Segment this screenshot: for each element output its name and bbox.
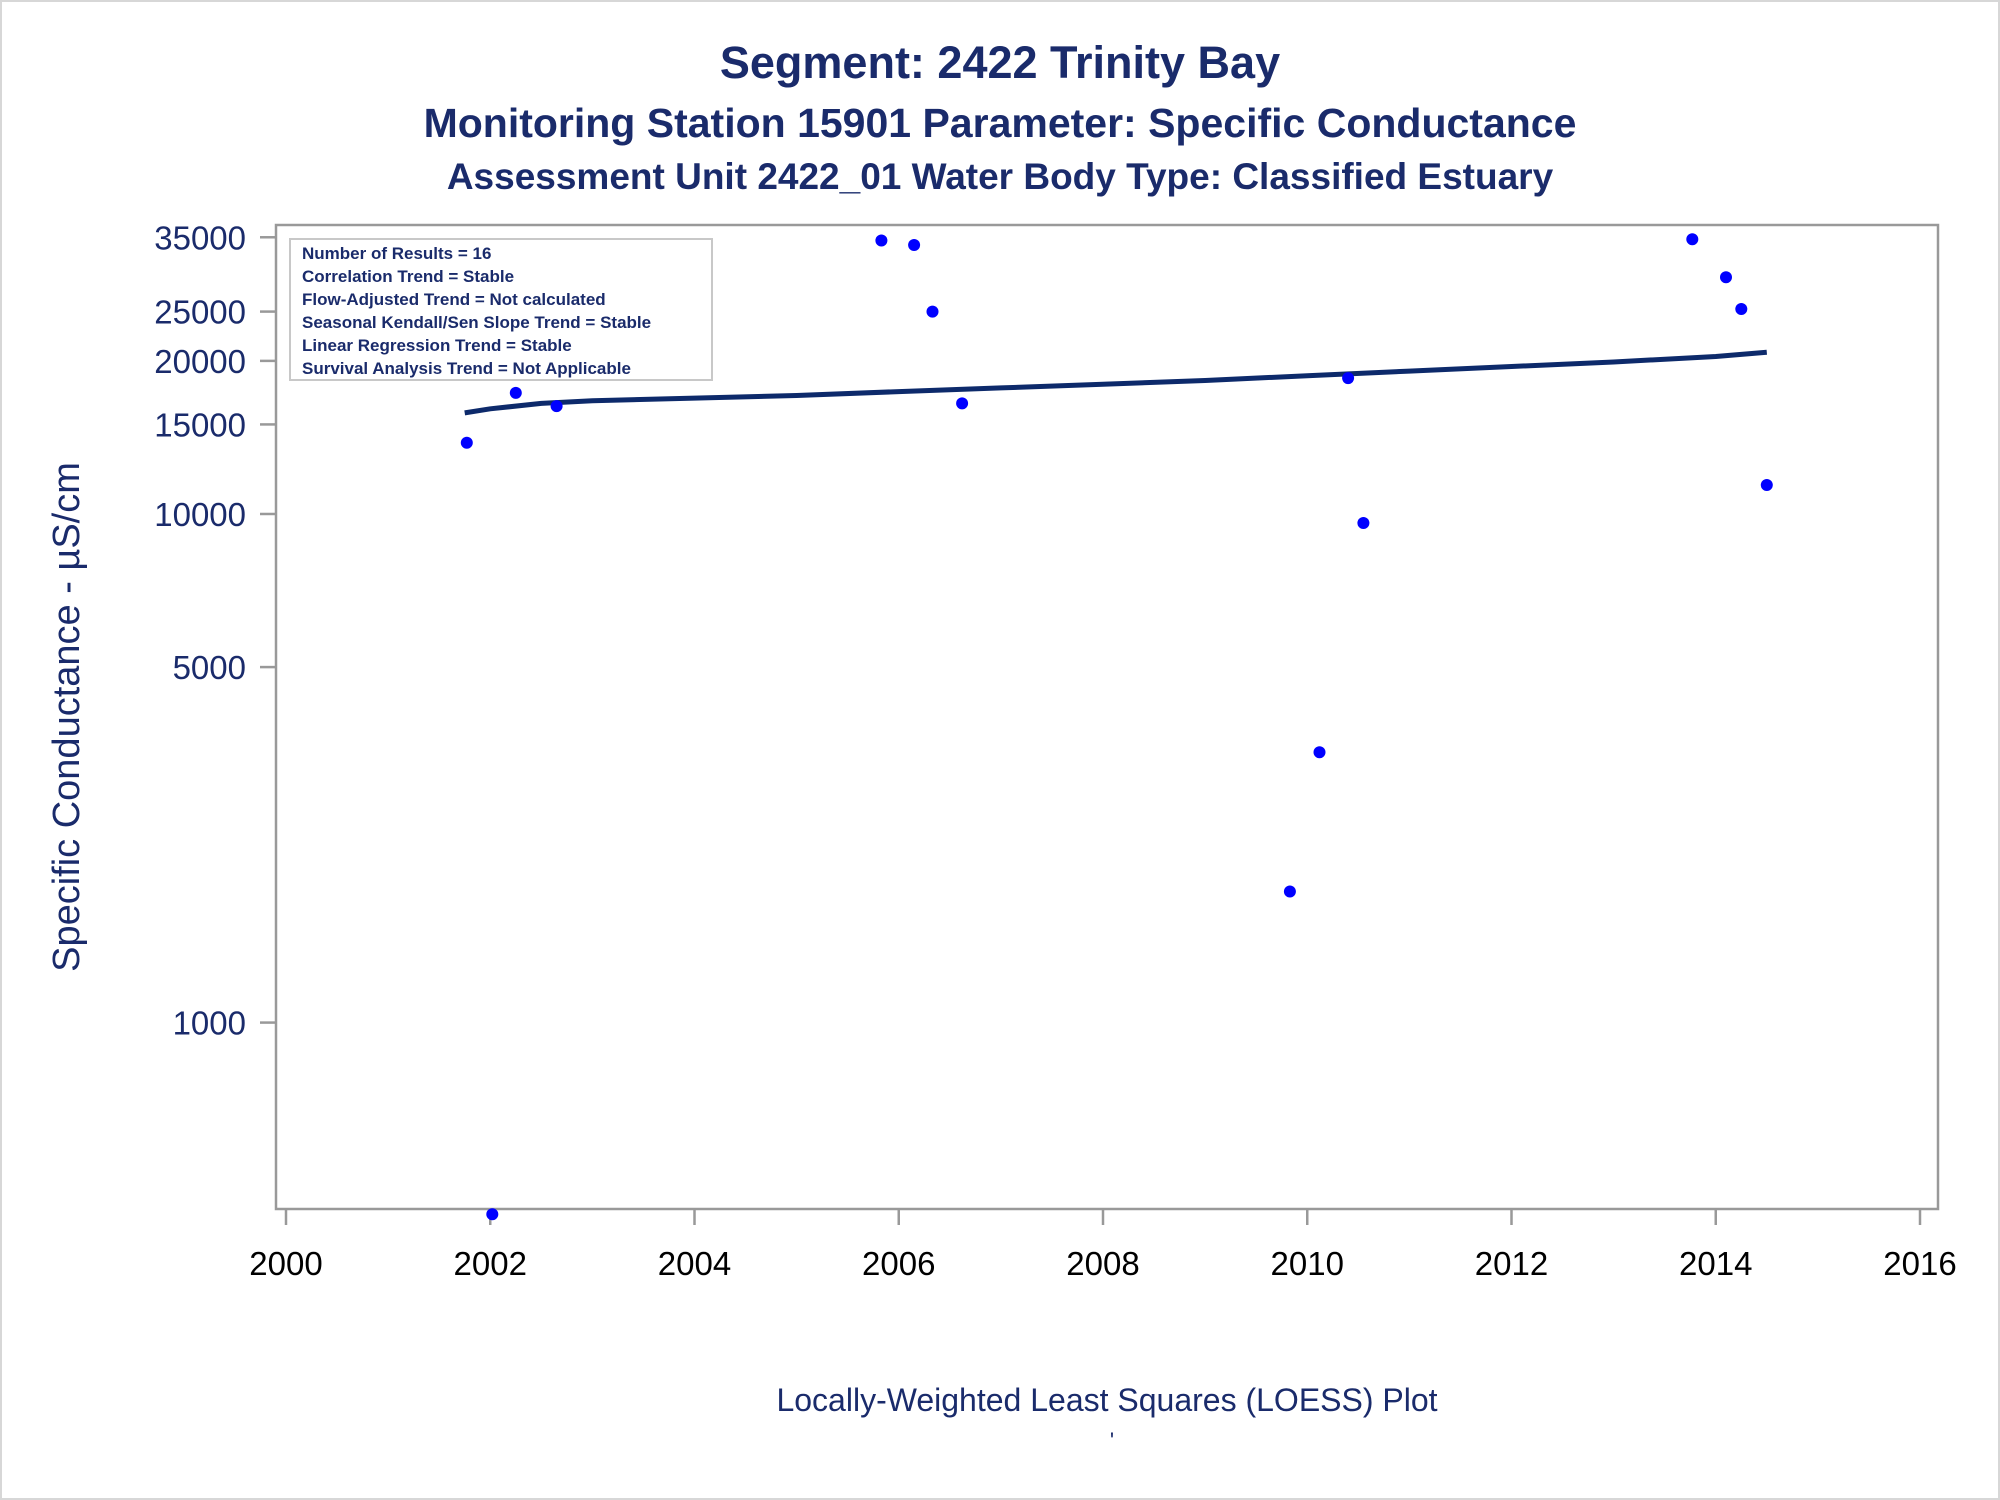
x-tick-label: 2012 bbox=[1475, 1245, 1548, 1282]
data-point bbox=[908, 239, 921, 251]
footer-tick-mark: ' bbox=[1110, 1428, 1114, 1453]
series-layer bbox=[460, 233, 1773, 1221]
stats-line-survival-analysis: Survival Analysis Trend = Not Applicable bbox=[302, 359, 631, 378]
data-point bbox=[1357, 517, 1370, 529]
x-tick-label: 2014 bbox=[1679, 1245, 1752, 1282]
x-tick-label: 2000 bbox=[249, 1245, 322, 1282]
x-tick-label: 2016 bbox=[1883, 1245, 1956, 1282]
data-point bbox=[460, 436, 473, 449]
stats-line-flow-adjusted: Flow-Adjusted Trend = Not calculated bbox=[302, 290, 606, 309]
plot-area bbox=[274, 223, 1940, 1211]
chart-title: Segment: 2422 Trinity Bay bbox=[720, 37, 1280, 88]
y-tick-label: 1000 bbox=[173, 1005, 246, 1042]
loess-line bbox=[464, 349, 1768, 416]
x-axis: 2000 2002 2004 2006 2008 2010 2012 2014 2016 bbox=[249, 1209, 1957, 1282]
stats-line-correlation: Correlation Trend = Stable bbox=[302, 267, 514, 286]
y-axis-label: Specific Conductance - µS/cm bbox=[46, 462, 88, 972]
data-point bbox=[1283, 885, 1296, 898]
y-tick-label: 35000 bbox=[154, 219, 246, 256]
data-point bbox=[956, 397, 969, 410]
data-point bbox=[926, 305, 939, 318]
stats-line-results: Number of Results = 16 bbox=[302, 244, 491, 263]
data-point bbox=[1342, 372, 1355, 385]
data-point bbox=[1735, 303, 1748, 315]
y-tick-label: 10000 bbox=[154, 496, 246, 533]
y-axis: 1000 5000 10000 15000 20000 25000 35000 bbox=[154, 219, 276, 1042]
data-point bbox=[509, 386, 522, 399]
data-point bbox=[1760, 479, 1773, 491]
x-tick-label: 2008 bbox=[1066, 1245, 1139, 1282]
data-point bbox=[550, 400, 563, 413]
chart-subtitle: Monitoring Station 15901 Parameter: Spec… bbox=[424, 100, 1577, 146]
stats-line-seasonal-kendall: Seasonal Kendall/Sen Slope Trend = Stabl… bbox=[302, 313, 651, 332]
y-tick-label: 25000 bbox=[154, 294, 246, 331]
x-tick-label: 2010 bbox=[1271, 1245, 1344, 1282]
x-tick-label: 2004 bbox=[658, 1245, 731, 1282]
y-tick-label: 20000 bbox=[154, 343, 246, 380]
plot-type-label: Locally-Weighted Least Squares (LOESS) P… bbox=[776, 1382, 1437, 1418]
data-point bbox=[486, 1208, 499, 1221]
x-tick-label: 2006 bbox=[862, 1245, 935, 1282]
data-point bbox=[1720, 271, 1732, 284]
data-point bbox=[1686, 233, 1699, 246]
data-point bbox=[1313, 746, 1326, 759]
y-tick-label: 5000 bbox=[173, 649, 246, 686]
chart-subtitle-2: Assessment Unit 2422_01 Water Body Type:… bbox=[447, 156, 1554, 197]
y-tick-label: 15000 bbox=[154, 406, 246, 443]
stats-box: Number of Results = 16 Correlation Trend… bbox=[289, 238, 713, 381]
x-tick-label: 2002 bbox=[454, 1245, 527, 1282]
data-point bbox=[875, 234, 888, 247]
stats-line-linear-regression: Linear Regression Trend = Stable bbox=[302, 336, 572, 355]
